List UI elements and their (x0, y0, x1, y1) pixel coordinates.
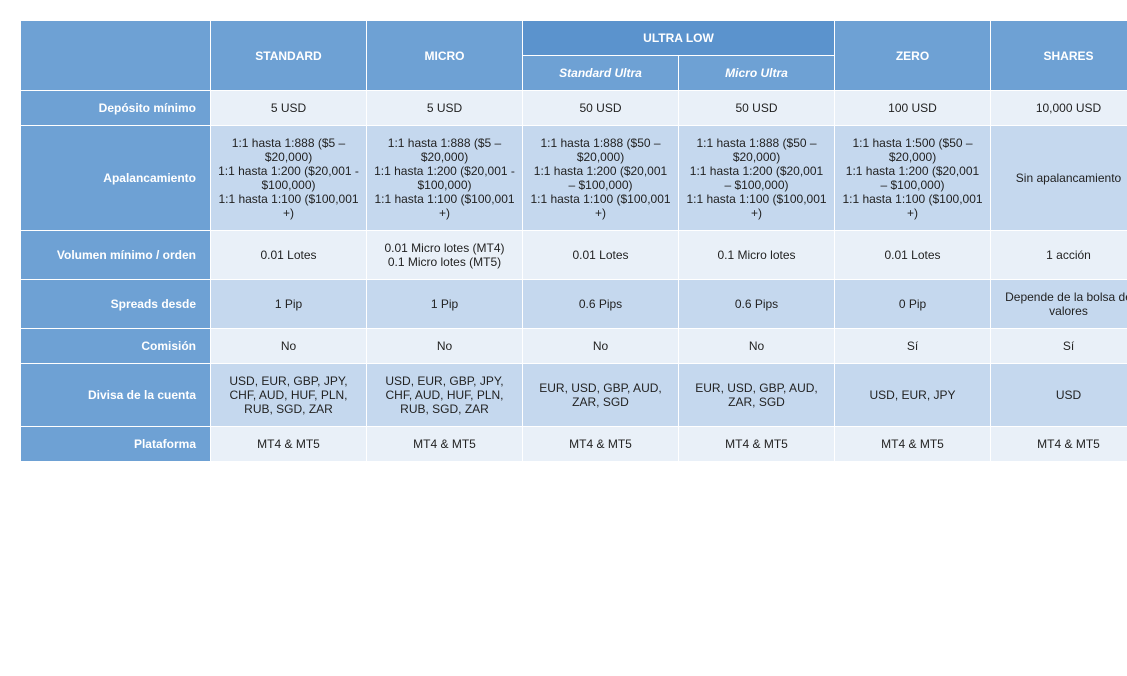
cell: USD (991, 364, 1127, 427)
row-label: Divisa de la cuenta (21, 364, 211, 427)
cell: MT4 & MT5 (523, 427, 679, 462)
col-header-zero: ZERO (835, 21, 991, 91)
cell: MT4 & MT5 (991, 427, 1127, 462)
row-label: Comisión (21, 329, 211, 364)
cell: 1 acción (991, 231, 1127, 280)
cell: USD, EUR, GBP, JPY, CHF,​ AUD, HUF, PLN,… (367, 364, 523, 427)
col-header-standard: STANDARD (211, 21, 367, 91)
cell: Depende de la bolsa de valores (991, 280, 1127, 329)
row-label: Apalancamiento (21, 126, 211, 231)
cell: 1:1 hasta 1:888 ($5 – $20,000)1:1 hasta … (211, 126, 367, 231)
cell: Sí (991, 329, 1127, 364)
cell: 10,000 USD (991, 91, 1127, 126)
cell: 100 USD (835, 91, 991, 126)
cell: MT4 & MT5 (211, 427, 367, 462)
cell: 1:1 hasta 1:888 ($50 – $20,000)1:1 hasta… (523, 126, 679, 231)
cell: 5 USD (211, 91, 367, 126)
cell: 1:1 hasta 1:888 ($5 – $20,000)1:1 hasta … (367, 126, 523, 231)
cell: 0.6 Pips (679, 280, 835, 329)
row-deposito-minimo: Depósito mínimo 5 USD 5 USD 50 USD 50 US… (21, 91, 1127, 126)
cell: 50 USD (679, 91, 835, 126)
table-header: STANDARD MICRO ULTRA LOW ZERO SHARES Sta… (21, 21, 1127, 91)
cell: 0.6 Pips (523, 280, 679, 329)
cell: Sí (835, 329, 991, 364)
row-apalancamiento: Apalancamiento 1:1 hasta 1:888 ($5 – $20… (21, 126, 1127, 231)
row-divisa: Divisa de la cuenta USD, EUR, GBP, JPY, … (21, 364, 1127, 427)
cell: EUR, USD, GBP, AUD, ZAR, SGD (523, 364, 679, 427)
cell: No (679, 329, 835, 364)
cell: No (523, 329, 679, 364)
cell: 1:1 hasta 1:888 ($50 – $20,000)1:1 hasta… (679, 126, 835, 231)
cell: MT4 & MT5 (679, 427, 835, 462)
cell: 50 USD (523, 91, 679, 126)
row-label: Volumen mínimo / orden (21, 231, 211, 280)
cell: USD, EUR, JPY (835, 364, 991, 427)
row-spreads-desde: Spreads desde 1 Pip 1 Pip 0.6 Pips 0.6 P… (21, 280, 1127, 329)
account-comparison-table: STANDARD MICRO ULTRA LOW ZERO SHARES Sta… (20, 20, 1127, 462)
cell: MT4 & MT5 (835, 427, 991, 462)
row-comision: Comisión No No No No Sí Sí (21, 329, 1127, 364)
table-body: Depósito mínimo 5 USD 5 USD 50 USD 50 US… (21, 91, 1127, 462)
cell: 0.01 Lotes (211, 231, 367, 280)
row-label: Depósito mínimo (21, 91, 211, 126)
cell: 1:1 hasta 1:500 ($50 – $20,000)1:1 hasta… (835, 126, 991, 231)
row-label: Spreads desde (21, 280, 211, 329)
cell: 0.1 Micro lotes (679, 231, 835, 280)
cell: Sin apalancamiento (991, 126, 1127, 231)
cell: 0.01 Micro lotes (MT4)0.1 Micro lotes (M… (367, 231, 523, 280)
cell: 0 Pip (835, 280, 991, 329)
cell: USD, EUR, GBP, JPY, CHF,​ AUD, HUF, PLN,… (211, 364, 367, 427)
row-label: Plataforma (21, 427, 211, 462)
cell: No (367, 329, 523, 364)
col-header-standard-ultra: Standard Ultra (523, 56, 679, 91)
cell: 1 Pip (367, 280, 523, 329)
cell: MT4 & MT5 (367, 427, 523, 462)
row-plataforma: Plataforma MT4 & MT5 MT4 & MT5 MT4 & MT5… (21, 427, 1127, 462)
row-volumen-minimo: Volumen mínimo / orden 0.01 Lotes 0.01 M… (21, 231, 1127, 280)
col-header-ultra-low-group: ULTRA LOW (523, 21, 835, 56)
cell: 5 USD (367, 91, 523, 126)
col-header-shares: SHARES (991, 21, 1127, 91)
header-blank (21, 21, 211, 91)
cell: 0.01 Lotes (523, 231, 679, 280)
cell: 0.01 Lotes (835, 231, 991, 280)
col-header-micro: MICRO (367, 21, 523, 91)
col-header-micro-ultra: Micro Ultra (679, 56, 835, 91)
cell: EUR, USD, GBP, AUD, ZAR, SGD (679, 364, 835, 427)
cell: 1 Pip (211, 280, 367, 329)
cell: No (211, 329, 367, 364)
